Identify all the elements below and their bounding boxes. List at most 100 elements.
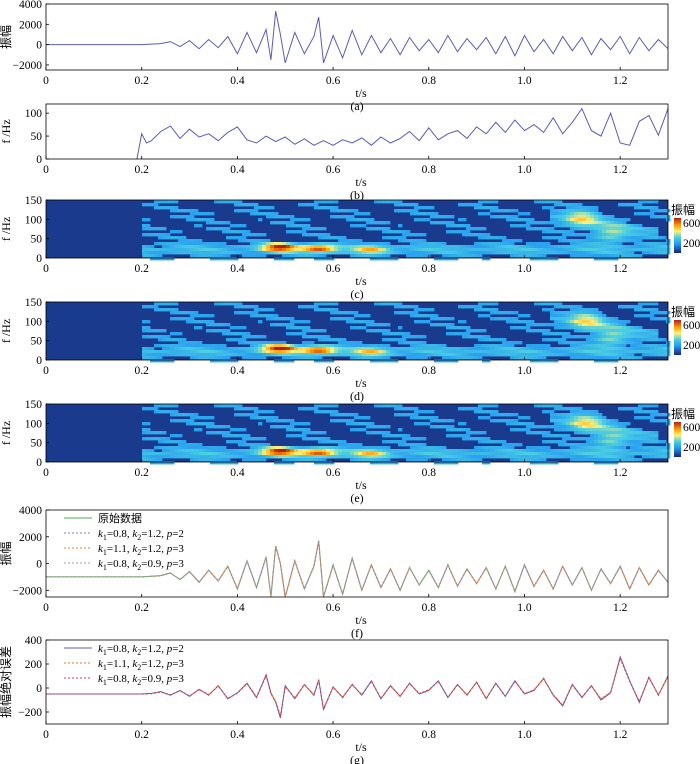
heatmap-cell: [566, 314, 571, 318]
heatmap-cell: [362, 344, 367, 348]
heatmap-cell: [254, 341, 259, 345]
heatmap-cell: [650, 308, 655, 312]
heatmap-cell: [534, 353, 539, 357]
heatmap-cell: [226, 458, 231, 462]
heatmap-cell: [658, 251, 663, 255]
heatmap-cell: [346, 347, 351, 351]
heatmap-cell: [234, 347, 239, 351]
heatmap-cell: [306, 254, 311, 258]
heatmap-cell: [482, 431, 487, 435]
heatmap-cell: [382, 236, 387, 240]
heatmap-cell: [478, 335, 483, 339]
heatmap-cell: [166, 206, 171, 210]
heatmap-cell: [290, 356, 295, 360]
heatmap-cell: [238, 347, 243, 351]
heatmap-cell: [410, 356, 415, 360]
heatmap-cell: [542, 452, 547, 456]
heatmap-cell: [646, 242, 651, 246]
heatmap-cell: [346, 413, 351, 417]
heatmap-cell: [262, 446, 267, 450]
heatmap-cell: [346, 248, 351, 252]
heatmap-cell: [386, 347, 391, 351]
heatmap-cell: [426, 458, 431, 462]
heatmap-cell: [602, 227, 607, 231]
heatmap-cell: [374, 404, 379, 408]
heatmap-cell: [314, 347, 319, 351]
heatmap-cell: [262, 350, 267, 354]
heatmap-cell: [302, 251, 307, 255]
heatmap-cell: [206, 416, 211, 420]
heatmap-cell: [342, 317, 347, 321]
heatmap-cell: [250, 416, 255, 420]
heatmap-cell: [438, 353, 443, 357]
heatmap-cell: [446, 254, 451, 258]
heatmap-cell: [646, 350, 651, 354]
heatmap-cell: [314, 455, 319, 459]
heatmap-cell: [458, 428, 463, 432]
heatmap-cell: [586, 209, 591, 213]
heatmap-cell: [514, 353, 519, 357]
heatmap-cell: [262, 206, 267, 210]
heatmap-cell: [638, 305, 643, 309]
heatmap-cell: [370, 431, 375, 435]
heatmap-cell: [250, 413, 255, 417]
heatmap-cell: [226, 332, 231, 336]
heatmap-cell: [546, 404, 551, 408]
heatmap-cell: [158, 302, 163, 306]
heatmap-cell: [586, 335, 591, 339]
heatmap-cell: [474, 353, 479, 357]
heatmap-cell: [194, 443, 199, 447]
heatmap-cell: [370, 320, 375, 324]
heatmap-cell: [546, 434, 551, 438]
heatmap-cell: [658, 347, 663, 351]
heatmap-cell: [438, 449, 443, 453]
heatmap-cell: [474, 329, 479, 333]
x-tick-label: 0.2: [135, 263, 150, 275]
heatmap-cell: [466, 434, 471, 438]
heatmap-cell: [402, 440, 407, 444]
heatmap-cell: [582, 431, 587, 435]
heatmap-cell: [154, 308, 159, 312]
heatmap-cell: [478, 407, 483, 411]
heatmap-cell: [482, 245, 487, 249]
heatmap-cell: [270, 215, 275, 219]
heatmap-cell: [570, 437, 575, 441]
heatmap-cell: [266, 206, 271, 210]
heatmap-cell: [434, 455, 439, 459]
heatmap-cell: [334, 242, 339, 246]
heatmap-cell: [586, 311, 591, 315]
heatmap-cell: [306, 305, 311, 309]
heatmap-cell: [442, 446, 447, 450]
heatmap-cell: [526, 320, 531, 324]
heatmap-cell: [526, 251, 531, 255]
heatmap-cell: [618, 239, 623, 243]
heatmap-cell: [306, 242, 311, 246]
heatmap-cell: [454, 230, 459, 234]
heatmap-cell: [202, 254, 207, 258]
heatmap-cell: [382, 359, 387, 363]
heatmap-cell: [370, 446, 375, 450]
heatmap-cell: [410, 353, 415, 357]
heatmap-cell: [646, 347, 651, 351]
heatmap-cell: [542, 455, 547, 459]
heatmap-cell: [594, 254, 599, 258]
heatmap-cell: [606, 236, 611, 240]
heatmap-cell: [250, 350, 255, 354]
heatmap-cell: [330, 248, 335, 252]
heatmap-cell: [238, 413, 243, 417]
heatmap-cell: [514, 215, 519, 219]
heatmap-cell: [458, 332, 463, 336]
heatmap-cell: [578, 218, 583, 222]
heatmap-cell: [598, 233, 603, 237]
heatmap-cell: [498, 248, 503, 252]
heatmap-cell: [654, 437, 659, 441]
heatmap-cell: [622, 335, 627, 339]
heatmap-cell: [446, 359, 451, 363]
heatmap-cell: [230, 332, 235, 336]
heatmap-cell: [382, 434, 387, 438]
heatmap-cell: [626, 440, 631, 444]
heatmap-cell: [370, 350, 375, 354]
heatmap-cell: [610, 218, 615, 222]
heatmap-cell: [166, 455, 171, 459]
heatmap-cell: [410, 347, 415, 351]
